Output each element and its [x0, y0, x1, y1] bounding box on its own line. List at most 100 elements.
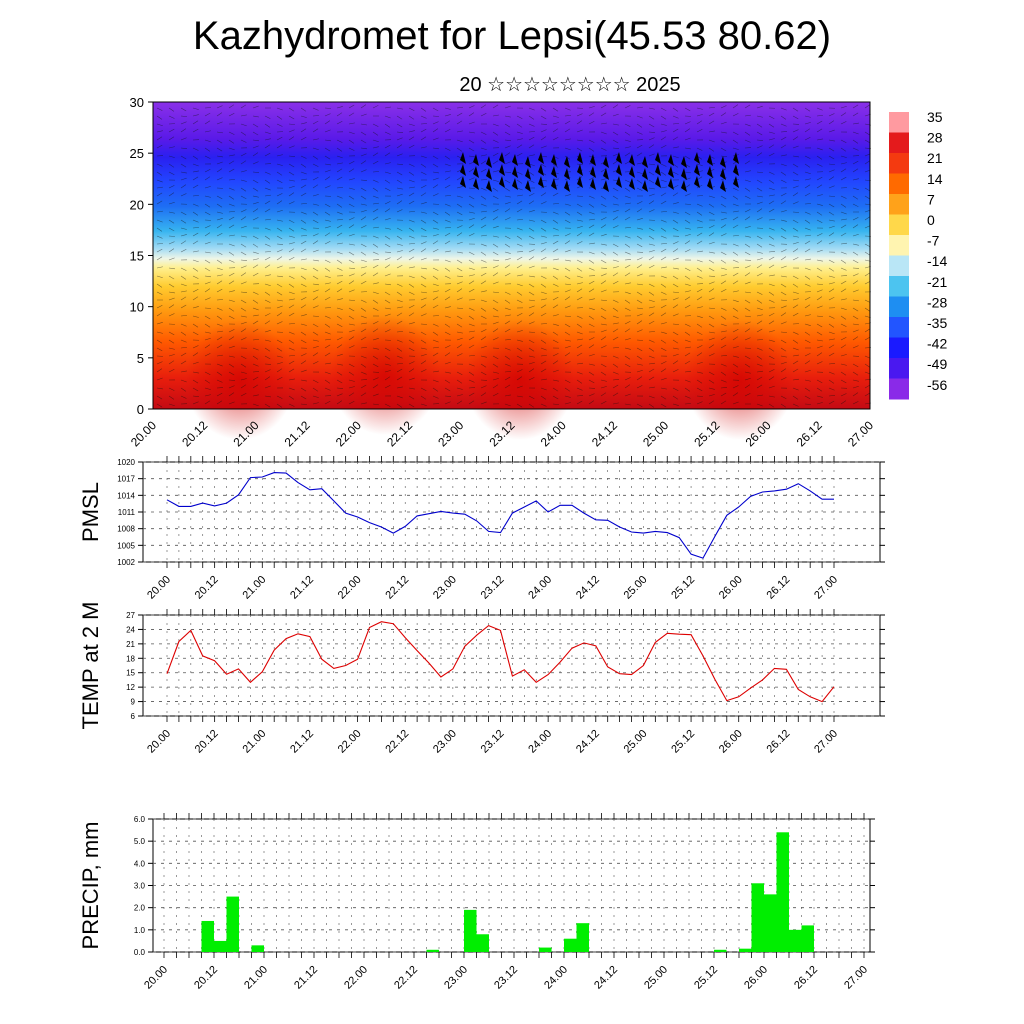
- x-tick-label: 24.00: [526, 574, 554, 602]
- colorbar-label: 7: [927, 191, 935, 207]
- plot-frame: [142, 614, 881, 717]
- colorbar-cell: [889, 235, 909, 256]
- y-tick-label: 25: [130, 146, 144, 161]
- panel-temp-at-2-m: [138, 609, 885, 722]
- x-tick-label: 26.12: [765, 728, 793, 756]
- precip-bar: [476, 934, 489, 952]
- x-tick-label: 20.00: [145, 574, 173, 602]
- y-tick-label: 1008: [117, 525, 135, 534]
- y-tick-label: 2.0: [134, 904, 146, 913]
- y-axis-label: TEMP at 2 M: [78, 602, 103, 730]
- x-tick-label: 20.00: [128, 418, 159, 449]
- x-tick-label: 20.00: [142, 964, 170, 992]
- colorbar-label: -21: [927, 274, 947, 290]
- y-tick-label: 1005: [117, 541, 135, 550]
- x-tick-label: 26.00: [717, 728, 745, 756]
- colorbar-cell: [889, 255, 909, 277]
- x-tick-label: 21.12: [288, 574, 316, 602]
- precip-bar: [801, 925, 814, 952]
- x-tick-label: 24.12: [592, 964, 620, 992]
- colorbar-cell: [889, 194, 909, 215]
- colorbar-cell: [889, 337, 909, 359]
- x-tick-label: 24.00: [526, 728, 554, 756]
- y-tick-label: 3.0: [134, 882, 146, 891]
- y-tick-label: 5: [137, 351, 144, 366]
- precip-bar: [739, 948, 752, 952]
- warm-patch: [685, 320, 795, 440]
- precip-bar: [564, 938, 577, 952]
- colorbar-label: 28: [927, 130, 943, 146]
- colorbar-cell: [889, 276, 909, 297]
- colorbar-label: -49: [927, 356, 947, 372]
- x-tick-label: 22.12: [392, 964, 420, 992]
- colorbar-cell: [889, 173, 909, 195]
- y-tick-label: 18: [126, 654, 135, 663]
- x-tick-label: 21.00: [240, 728, 268, 756]
- x-tick-label: 25.00: [642, 964, 670, 992]
- x-tick-label: 27.00: [812, 574, 840, 602]
- y-tick-label: 1002: [117, 558, 135, 567]
- x-tick-label: 25.00: [622, 728, 650, 756]
- colorbar-cell: [889, 132, 909, 154]
- warm-patch: [185, 320, 295, 440]
- y-tick-label: 27: [126, 611, 135, 620]
- x-tick-label: 25.12: [669, 728, 697, 756]
- precip-bar: [201, 920, 214, 952]
- x-tick-label: 25.12: [692, 964, 720, 992]
- x-tick-label: 22.12: [383, 574, 411, 602]
- precip-bar: [714, 949, 727, 952]
- x-tick-label: 24.12: [574, 574, 602, 602]
- y-tick-label: 1.0: [134, 926, 146, 935]
- panel-precip-mm: [148, 813, 875, 958]
- x-tick-label: 20.00: [145, 728, 173, 756]
- x-tick-label: 26.12: [794, 418, 825, 449]
- wind-barbs: [156, 104, 872, 408]
- x-tick-label: 21.00: [242, 964, 270, 992]
- precip-bar: [214, 940, 227, 952]
- precip-bar: [751, 883, 764, 952]
- y-axis-label: PMSL: [78, 482, 103, 542]
- y-tick-label: 20: [130, 197, 144, 212]
- warm-patch: [465, 320, 575, 440]
- x-tick-label: 23.00: [442, 964, 470, 992]
- y-tick-label: 5.0: [134, 837, 146, 846]
- x-tick-label: 22.00: [336, 728, 364, 756]
- x-tick-label: 26.00: [717, 574, 745, 602]
- x-tick-label: 21.12: [288, 728, 316, 756]
- x-tick-label: 20.12: [192, 964, 220, 992]
- x-tick-label: 20.12: [193, 574, 221, 602]
- x-tick-label: 25.00: [622, 574, 650, 602]
- colorbar-cell: [889, 296, 909, 318]
- x-tick-label: 27.00: [812, 728, 840, 756]
- precip-bar: [226, 896, 239, 952]
- y-tick-label: 1017: [117, 475, 135, 484]
- colorbar-label: -35: [927, 315, 947, 331]
- x-tick-label: 25.12: [669, 574, 697, 602]
- x-tick-label: 26.12: [765, 574, 793, 602]
- colorbar-cell: [889, 317, 909, 338]
- x-tick-label: 25.00: [640, 418, 671, 449]
- x-tick-label: 22.00: [342, 964, 370, 992]
- colorbar-cell: [889, 378, 909, 400]
- y-tick-label: 0: [137, 402, 144, 417]
- x-tick-label: 23.00: [431, 574, 459, 602]
- page-subtitle: 20 ☆☆☆☆☆☆☆☆ 2025: [459, 74, 681, 96]
- x-tick-label: 26.00: [742, 964, 770, 992]
- y-tick-label: 6: [131, 712, 136, 721]
- colorbar-cell: [889, 358, 909, 379]
- x-tick-label: 21.12: [282, 418, 313, 449]
- x-tick-label: 27.00: [845, 418, 876, 449]
- y-tick-label: 1020: [117, 458, 135, 467]
- y-tick-label: 0.0: [134, 948, 146, 957]
- warm-patch: [330, 315, 440, 435]
- colorbar-label: 0: [927, 212, 935, 228]
- y-tick-label: 1014: [117, 491, 135, 500]
- y-tick-label: 15: [130, 249, 144, 264]
- y-tick-label: 30: [130, 95, 144, 110]
- x-tick-label: 23.00: [435, 418, 466, 449]
- panel-pmsl: [138, 456, 885, 568]
- y-tick-label: 24: [126, 625, 135, 634]
- colorbar-cell: [889, 214, 909, 236]
- y-tick-label: 15: [126, 669, 135, 678]
- precip-bar: [426, 949, 439, 952]
